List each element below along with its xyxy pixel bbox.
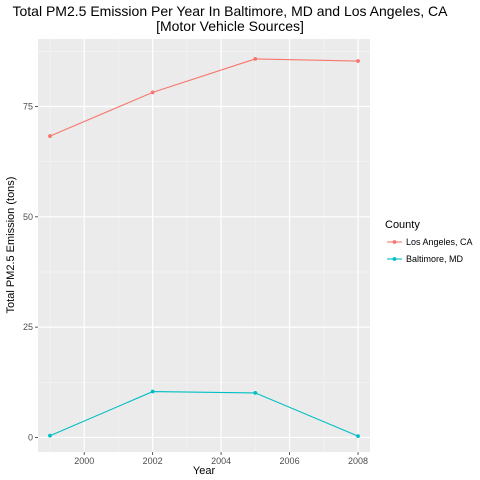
y-axis-title: Total PM2.5 Emission (tons) xyxy=(5,177,17,314)
grid-major xyxy=(38,39,370,452)
series-layer xyxy=(48,56,360,439)
data-point xyxy=(150,389,155,394)
x-tick-label: 2008 xyxy=(348,456,368,466)
y-tick-label: 50 xyxy=(23,212,33,222)
chart-title-line1: Total PM2.5 Emission Per Year In Baltimo… xyxy=(13,3,449,19)
x-axis-title: Year xyxy=(193,465,216,477)
axis-ticks: 2000 2002 2004 2006 2008 0 25 50 75 xyxy=(23,102,368,466)
legend-key-point xyxy=(392,257,397,261)
plot-panel xyxy=(38,39,370,452)
legend: County Los Angeles, CA Baltimore, MD xyxy=(385,219,473,264)
data-point xyxy=(253,56,258,61)
x-tick-label: 2002 xyxy=(143,456,163,466)
chart-title-line2: [Motor Vehicle Sources] xyxy=(156,18,304,34)
legend-items: Los Angeles, CA Baltimore, MD xyxy=(387,237,473,264)
legend-label: Los Angeles, CA xyxy=(406,237,473,247)
y-tick-label: 25 xyxy=(23,322,33,332)
data-point xyxy=(253,390,258,395)
grid-minor xyxy=(38,39,370,452)
legend-key-point xyxy=(392,240,397,244)
y-tick-label: 75 xyxy=(23,102,33,112)
legend-label: Baltimore, MD xyxy=(406,254,464,264)
x-tick-label: 2004 xyxy=(211,456,231,466)
data-point xyxy=(150,90,155,95)
series-line-1 xyxy=(49,391,359,437)
legend-title: County xyxy=(385,219,420,231)
series-line-0 xyxy=(49,58,359,137)
x-tick-label: 2006 xyxy=(280,456,300,466)
data-point xyxy=(48,134,52,138)
data-point xyxy=(356,59,360,63)
data-point xyxy=(356,434,360,439)
y-tick-label: 0 xyxy=(28,432,33,442)
data-point xyxy=(48,433,52,438)
x-tick-label: 2000 xyxy=(74,456,94,466)
